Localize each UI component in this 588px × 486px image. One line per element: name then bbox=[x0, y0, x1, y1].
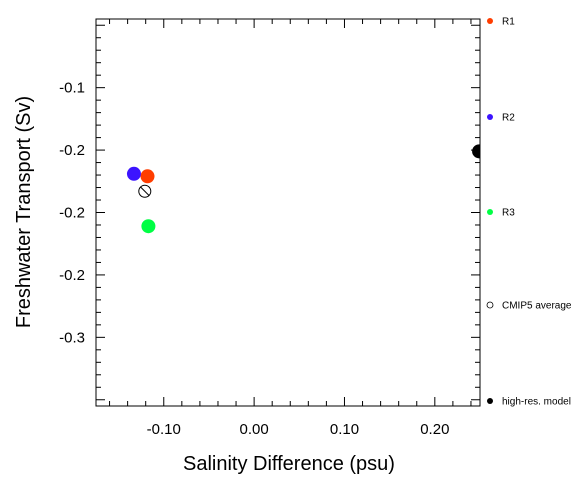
y-tick-label: -0.2 bbox=[59, 142, 85, 159]
x-tick-label: 0.10 bbox=[330, 421, 359, 438]
y-tick-label: -0.1 bbox=[59, 80, 85, 97]
plot-area bbox=[95, 18, 481, 407]
x-axis-label: Salinity Difference (psu) bbox=[183, 453, 395, 475]
y-tick-label: -0.2 bbox=[59, 205, 85, 222]
x-tick-label: 0.20 bbox=[420, 421, 449, 438]
legend: R1 R2 R3 CMIP5 average high-res. model bbox=[486, 17, 572, 408]
cmip5-average-marker-hatch bbox=[140, 186, 150, 196]
legend-marker-r1 bbox=[487, 18, 493, 24]
legend-marker-r3 bbox=[487, 209, 493, 215]
x-tick-label: -0.10 bbox=[147, 421, 181, 438]
r2-marker bbox=[126, 166, 141, 181]
r3-marker bbox=[141, 219, 156, 234]
y-tick-label: -0.2 bbox=[59, 267, 85, 284]
x-tick-label: 0.00 bbox=[240, 421, 269, 438]
high-res-model-marker bbox=[472, 144, 480, 159]
legend-label-cmip5-average: CMIP5 average bbox=[502, 301, 572, 312]
legend-marker-r2 bbox=[487, 114, 493, 120]
legend-label-r1: R1 bbox=[502, 17, 515, 28]
legend-label-high-res-model: high-res. model bbox=[502, 397, 571, 408]
legend-marker-cmip5-average bbox=[486, 301, 494, 309]
y-axis-label: Freshwater Transport (Sv) bbox=[13, 96, 35, 328]
cmip5-average-marker bbox=[138, 184, 152, 198]
data-markers bbox=[126, 144, 480, 234]
legend-marker-high-res-model bbox=[487, 398, 493, 404]
r1-marker bbox=[140, 169, 155, 184]
legend-label-r2: R2 bbox=[502, 113, 515, 124]
y-tick-label: -0.3 bbox=[59, 329, 85, 346]
tick-labels: -0.10 0.00 0.10 0.20 -0.1 -0.2 -0.2 -0.2 -0.3 bbox=[59, 80, 449, 438]
legend-label-r3: R3 bbox=[502, 208, 515, 219]
